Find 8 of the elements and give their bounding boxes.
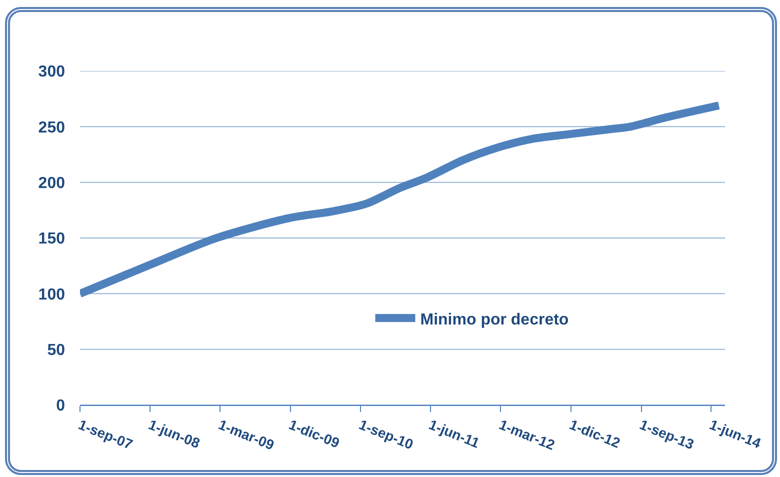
y-tick-label: 300 [38, 64, 66, 81]
y-tick-label: 100 [38, 286, 66, 304]
legend-label: Minimo por decreto [420, 311, 569, 328]
y-tick-label: 200 [38, 174, 66, 192]
y-tick-label: 150 [38, 230, 66, 248]
y-tick-label: 50 [47, 342, 66, 359]
y-tick-label: 250 [38, 119, 66, 136]
y-tick-label: 0 [56, 398, 66, 415]
